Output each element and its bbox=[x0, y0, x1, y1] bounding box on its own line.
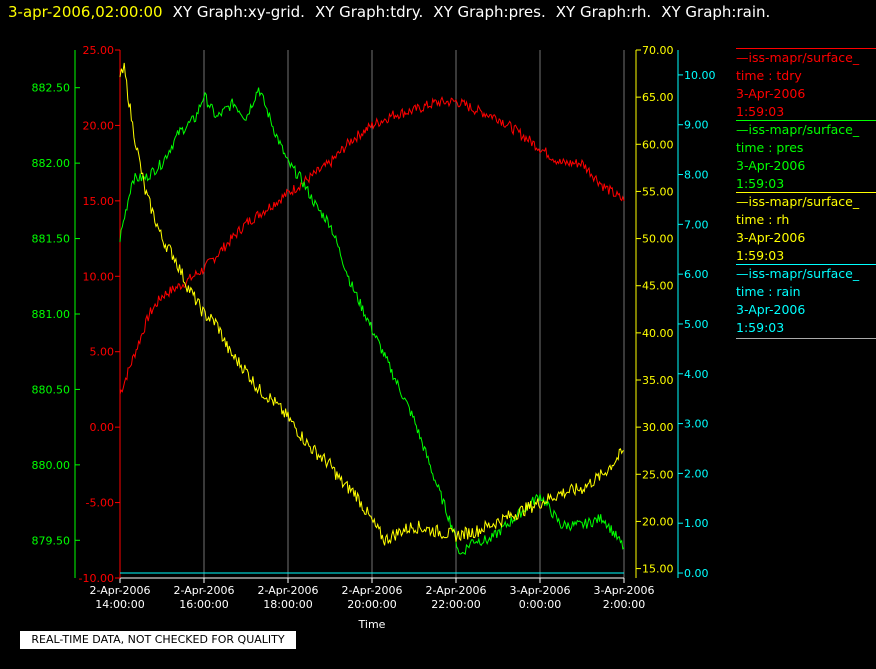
rain-tick-label: 6.00 bbox=[684, 268, 709, 281]
rh-tick-label: 25.00 bbox=[642, 468, 674, 481]
legend-time: 1:59:03 bbox=[736, 176, 785, 191]
rh-tick-label: 65.00 bbox=[642, 91, 674, 104]
x-tick-label-time: 18:00:00 bbox=[263, 598, 312, 611]
rain-tick-label: 7.00 bbox=[684, 218, 709, 231]
pres-tick-label: 881.50 bbox=[32, 233, 71, 246]
legend-rule bbox=[736, 264, 876, 265]
legend-rule bbox=[736, 120, 876, 121]
tdry-tick-label: -5.00 bbox=[86, 497, 114, 510]
rh-series-line bbox=[119, 62, 625, 546]
rain-tick-label: 1.00 bbox=[684, 517, 709, 530]
graph-title-rain: XY Graph:rain. bbox=[661, 3, 771, 21]
legend-source: —iss-mapr/surface_ bbox=[736, 122, 860, 137]
pres-tick-label: 879.50 bbox=[32, 534, 71, 547]
tdry-tick-label: 0.00 bbox=[90, 421, 115, 434]
legend-source: —iss-mapr/surface_ bbox=[736, 194, 860, 209]
tdry-tick-label: -10.00 bbox=[79, 572, 114, 585]
pres-series-line bbox=[119, 87, 625, 556]
legend-rule bbox=[736, 48, 876, 49]
legend-date: 3-Apr-2006 bbox=[736, 230, 806, 245]
legend-entry-tdry[interactable]: —iss-mapr/surface_ time : tdry 3-Apr-200… bbox=[736, 48, 876, 121]
legend-entry-rain[interactable]: —iss-mapr/surface_ time : rain 3-Apr-200… bbox=[736, 264, 876, 339]
legend-date: 3-Apr-2006 bbox=[736, 86, 806, 101]
x-tick-label-time: 0:00:00 bbox=[519, 598, 561, 611]
legend-var: time : pres bbox=[736, 140, 804, 155]
legend-entry-pres[interactable]: —iss-mapr/surface_ time : pres 3-Apr-200… bbox=[736, 120, 876, 193]
pres-tick-label: 880.50 bbox=[32, 383, 71, 396]
legend-var: time : rh bbox=[736, 212, 790, 227]
legend-time: 1:59:03 bbox=[736, 320, 785, 335]
rh-tick-label: 60.00 bbox=[642, 138, 674, 151]
tdry-tick-label: 25.00 bbox=[83, 44, 115, 57]
rain-tick-label: 3.00 bbox=[684, 418, 709, 431]
rain-tick-label: 9.00 bbox=[684, 119, 709, 132]
x-tick-label-date: 2-Apr-2006 bbox=[257, 584, 318, 597]
x-tick-label-time: 14:00:00 bbox=[95, 598, 144, 611]
legend-date: 3-Apr-2006 bbox=[736, 158, 806, 173]
x-axis-title: Time bbox=[358, 618, 386, 631]
rh-tick-label: 15.00 bbox=[642, 563, 674, 576]
rh-tick-label: 30.00 bbox=[642, 421, 674, 434]
rain-tick-label: 4.00 bbox=[684, 368, 709, 381]
tdry-tick-label: 10.00 bbox=[83, 270, 115, 283]
legend-time: 1:59:03 bbox=[736, 248, 785, 263]
x-tick-label-date: 2-Apr-2006 bbox=[425, 584, 486, 597]
legend-var: time : tdry bbox=[736, 68, 802, 83]
x-tick-label-date: 3-Apr-2006 bbox=[593, 584, 654, 597]
graph-title-xy-grid: XY Graph:xy-grid. bbox=[172, 3, 305, 21]
rh-tick-label: 35.00 bbox=[642, 374, 674, 387]
header-timestamp: 3-apr-2006,02:00:00 bbox=[8, 3, 163, 21]
rh-tick-label: 70.00 bbox=[642, 44, 674, 57]
x-tick-label-time: 16:00:00 bbox=[179, 598, 228, 611]
pres-tick-label: 881.00 bbox=[32, 308, 71, 321]
tdry-series-line bbox=[119, 95, 625, 395]
x-tick-label-date: 2-Apr-2006 bbox=[89, 584, 150, 597]
graph-header: 3-apr-2006,02:00:00 XY Graph:xy-grid. XY G… bbox=[8, 3, 770, 21]
tdry-tick-label: 5.00 bbox=[90, 346, 115, 359]
graph-title-tdry: XY Graph:tdry. bbox=[314, 3, 424, 21]
rain-tick-label: 8.00 bbox=[684, 169, 709, 182]
rh-tick-label: 45.00 bbox=[642, 280, 674, 293]
x-tick-label-date: 3-Apr-2006 bbox=[509, 584, 570, 597]
legend-time: 1:59:03 bbox=[736, 104, 785, 119]
legend-entry-rh[interactable]: —iss-mapr/surface_ time : rh 3-Apr-2006 … bbox=[736, 192, 876, 265]
x-tick-label-time: 2:00:00 bbox=[603, 598, 645, 611]
x-tick-label-date: 2-Apr-2006 bbox=[173, 584, 234, 597]
rh-tick-label: 50.00 bbox=[642, 233, 674, 246]
graph-title-pres: XY Graph:pres. bbox=[433, 3, 546, 21]
legend-rule bbox=[736, 192, 876, 193]
rain-tick-label: 10.00 bbox=[684, 69, 716, 82]
x-tick-label-time: 22:00:00 bbox=[431, 598, 480, 611]
pres-tick-label: 882.00 bbox=[32, 157, 71, 170]
rh-tick-label: 55.00 bbox=[642, 185, 674, 198]
legend-source: —iss-mapr/surface_ bbox=[736, 266, 860, 281]
pres-tick-label: 882.50 bbox=[32, 82, 71, 95]
tdry-tick-label: 20.00 bbox=[83, 119, 115, 132]
rain-tick-label: 0.00 bbox=[684, 567, 709, 580]
x-tick-label-time: 20:00:00 bbox=[347, 598, 396, 611]
rain-tick-label: 2.00 bbox=[684, 467, 709, 480]
quality-notice: REAL-TIME DATA, NOT CHECKED FOR QUALITY bbox=[20, 631, 296, 649]
rh-tick-label: 20.00 bbox=[642, 515, 674, 528]
pres-tick-label: 880.00 bbox=[32, 459, 71, 472]
x-tick-label-date: 2-Apr-2006 bbox=[341, 584, 402, 597]
legend-date: 3-Apr-2006 bbox=[736, 302, 806, 317]
rain-tick-label: 5.00 bbox=[684, 318, 709, 331]
rh-tick-label: 40.00 bbox=[642, 327, 674, 340]
legend-source: —iss-mapr/surface_ bbox=[736, 50, 860, 65]
legend-bottom-rule bbox=[736, 338, 876, 339]
tdry-tick-label: 15.00 bbox=[83, 195, 115, 208]
legend-var: time : rain bbox=[736, 284, 801, 299]
graph-title-rh: XY Graph:rh. bbox=[555, 3, 652, 21]
